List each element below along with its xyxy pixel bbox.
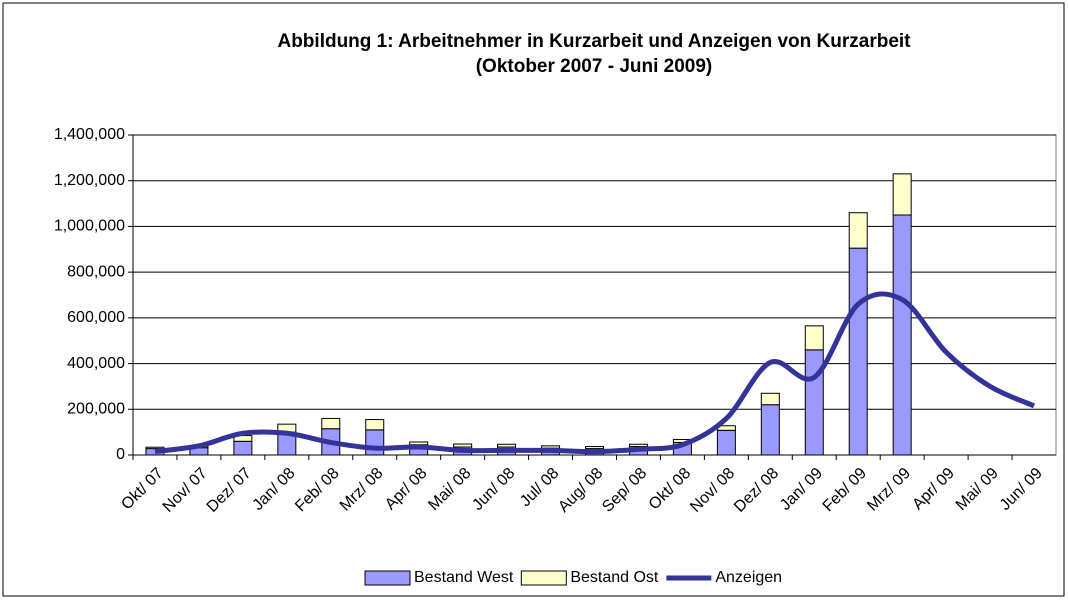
y-tick-label: 1,200,000	[54, 172, 125, 189]
y-tick-label: 200,000	[67, 401, 125, 418]
bar	[145, 446, 165, 450]
y-tick-label: 400,000	[67, 355, 125, 372]
bar	[409, 441, 429, 446]
chart-subtitle: (Oktober 2007 - Juni 2009)	[476, 56, 713, 77]
bar	[585, 446, 604, 450]
bar	[892, 214, 912, 456]
y-tick-label: 1,000,000	[54, 218, 125, 235]
chart-title: Abbildung 1: Arbeitnehmer in Kurzarbeit …	[277, 31, 911, 52]
legend-label: Bestand West	[414, 569, 514, 586]
plot-area	[132, 134, 1057, 456]
line	[154, 291, 1036, 455]
bar	[716, 429, 736, 456]
y-tick-label: 600,000	[67, 309, 125, 326]
bar	[804, 349, 824, 456]
legend-swatch	[364, 570, 411, 586]
legend-label: Bestand Ost	[570, 569, 659, 586]
y-tick-label: 1,400,000	[54, 126, 125, 143]
bar	[760, 392, 780, 406]
bar	[453, 443, 473, 448]
bar	[848, 212, 868, 249]
bar	[541, 445, 561, 449]
bar	[760, 404, 780, 456]
legend-label: Anzeigen	[715, 569, 782, 586]
bar	[892, 173, 912, 216]
legend-swatch	[520, 570, 567, 586]
bar	[365, 419, 385, 431]
bar	[233, 440, 253, 456]
bar	[321, 417, 341, 430]
bar	[848, 247, 868, 456]
bar	[628, 443, 648, 448]
bar	[804, 325, 824, 351]
bar	[365, 429, 385, 456]
bar	[497, 443, 517, 448]
y-tick-label: 0	[116, 446, 125, 463]
y-tick-label: 800,000	[67, 263, 125, 280]
